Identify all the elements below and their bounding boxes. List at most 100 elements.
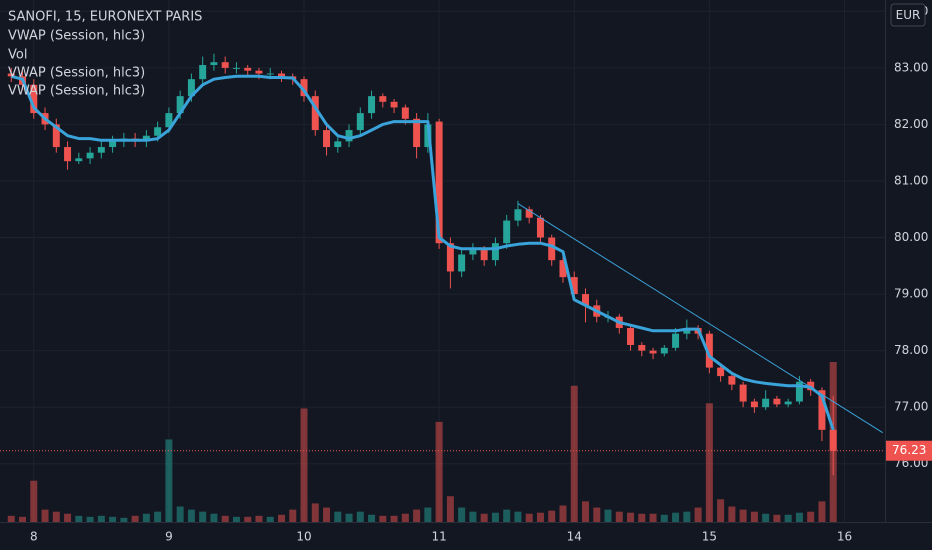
- candle-body: [559, 260, 567, 278]
- volume-bar: [176, 506, 184, 522]
- x-tick-label: 16: [837, 530, 852, 544]
- volume-bar: [615, 511, 623, 522]
- x-tick-label: 9: [165, 530, 173, 544]
- volume-bar: [289, 509, 297, 522]
- y-tick-label: 77.00: [894, 400, 928, 414]
- candle-body: [232, 67, 240, 69]
- candle-body: [7, 73, 15, 77]
- currency-box[interactable]: [890, 3, 926, 27]
- volume-bar: [356, 511, 364, 522]
- volume-bar: [345, 513, 353, 522]
- candle-body: [75, 158, 83, 162]
- candle-body: [514, 209, 522, 221]
- candle-body: [480, 248, 488, 261]
- volume-bar: [86, 516, 94, 522]
- plot-area: [0, 0, 885, 522]
- candle-body: [413, 118, 421, 148]
- candle-body: [300, 79, 308, 97]
- volume-bar: [795, 512, 803, 522]
- candle-body: [277, 73, 285, 77]
- volume-bar: [368, 514, 376, 522]
- y-tick-label: 81.00: [894, 173, 928, 187]
- candle-body: [334, 141, 342, 148]
- volume-bar: [52, 511, 60, 522]
- y-tick-label: 83.00: [894, 60, 928, 74]
- volume-bar: [30, 480, 38, 522]
- volume-bar: [413, 509, 421, 522]
- volume-bar: [401, 513, 409, 522]
- candle-body: [491, 243, 499, 261]
- volume-bar: [672, 512, 680, 522]
- candle-body: [311, 96, 319, 131]
- volume-bar: [266, 516, 274, 522]
- legend-entry[interactable]: VWAP (Session, hlc3): [8, 29, 145, 44]
- volume-bar: [762, 513, 770, 522]
- candle-body: [525, 209, 533, 218]
- volume-bar: [728, 506, 736, 522]
- volume-bar: [773, 514, 781, 522]
- candle-body: [356, 113, 364, 131]
- candle-body: [64, 147, 72, 162]
- candle-body: [660, 347, 668, 354]
- volume-bar: [818, 501, 826, 522]
- volume-bar: [210, 513, 218, 522]
- candle-body: [154, 127, 162, 136]
- candle-body: [255, 70, 263, 74]
- volume-bar: [379, 515, 387, 522]
- candle-body: [548, 237, 556, 261]
- volume-bar: [750, 511, 758, 522]
- volume-bar: [334, 511, 342, 522]
- volume-bar: [480, 513, 488, 522]
- volume-bar: [323, 507, 331, 522]
- volume-bar: [582, 501, 589, 522]
- volume-bar: [97, 515, 105, 522]
- candle-body: [762, 398, 770, 408]
- volume-bar: [75, 515, 83, 522]
- candle-body: [30, 84, 38, 114]
- candle-body: [683, 328, 691, 334]
- candle-body: [401, 107, 409, 119]
- volume-bar: [199, 511, 207, 522]
- candle-body: [345, 130, 353, 142]
- candle-body: [570, 277, 578, 295]
- last-price-label: 76.23: [892, 443, 926, 457]
- volume-bar: [739, 509, 747, 522]
- volume-bar: [131, 515, 139, 522]
- candle-body: [368, 96, 376, 114]
- legend-entry[interactable]: VWAP (Session, hlc3): [8, 84, 145, 99]
- volume-bar: [311, 503, 319, 522]
- candle-body: [458, 254, 466, 272]
- legend-entry[interactable]: Vol: [8, 48, 27, 63]
- axes: 76.0077.0078.0079.0080.0081.0082.0083.00…: [30, 4, 932, 544]
- candle-body: [638, 344, 646, 351]
- volume-bar: [424, 507, 432, 522]
- candle-body: [199, 65, 207, 80]
- volume-bar: [41, 509, 49, 522]
- volume-bar: [446, 496, 454, 522]
- x-tick-label: 8: [30, 530, 38, 544]
- y-tick-label: 82.00: [894, 117, 928, 131]
- candle-body: [536, 217, 544, 238]
- legend-entry[interactable]: VWAP (Session, hlc3): [8, 66, 145, 81]
- candle-body: [266, 73, 274, 75]
- volume-bar: [649, 513, 657, 522]
- candle-body: [221, 62, 229, 68]
- volume-bar: [694, 507, 702, 522]
- last-price-tag: [886, 440, 932, 461]
- y-tick-label: 78.00: [894, 343, 928, 357]
- volume-bar: [525, 513, 533, 522]
- volume-bar: [784, 514, 792, 522]
- volume-bar: [7, 515, 15, 522]
- candle-body: [165, 113, 173, 128]
- candle-body: [829, 429, 837, 451]
- volume-bar: [536, 512, 544, 522]
- trend-line: [517, 203, 884, 434]
- volume-bar: [300, 408, 308, 522]
- chart-title: SANOFI, 15, EURONEXT PARIS: [8, 10, 202, 25]
- candle-body: [627, 328, 635, 345]
- volume-bar: [503, 509, 511, 522]
- volume-bar: [548, 510, 556, 522]
- volume-bar: [435, 421, 443, 522]
- volume-bar: [165, 439, 173, 522]
